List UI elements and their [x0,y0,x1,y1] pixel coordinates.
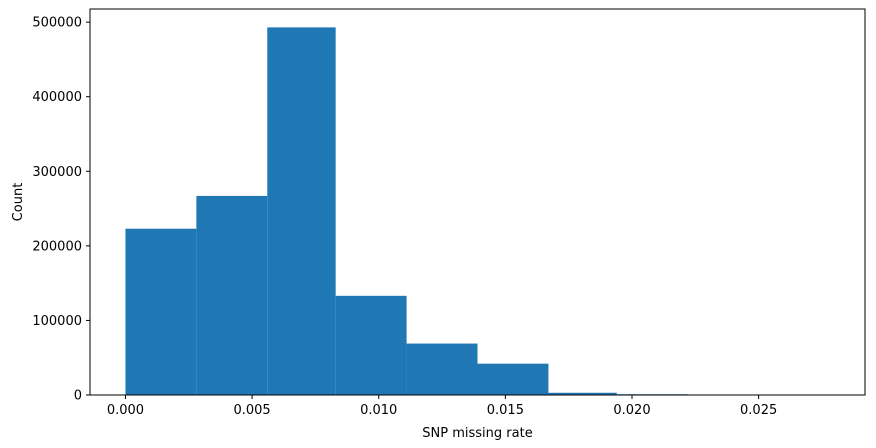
x-axis-ticks: 0.000 0.005 0.010 0.015 0.020 0.025 [107,395,777,418]
histogram-bar-4 [406,343,478,395]
histogram-bars [125,27,830,396]
x-tick-label: 0.010 [360,403,397,418]
histogram-bar-1 [196,195,268,395]
plot-frame [89,8,866,396]
y-axis-label: Count [11,183,26,222]
y-tick-label: 200000 [32,239,82,254]
histogram-bar-2 [267,27,336,396]
y-axis-ticks: 0 100000 200000 300000 400000 500000 [32,16,90,404]
y-tick-label: 500000 [32,16,82,31]
y-tick-label: 300000 [32,165,82,180]
histogram-bar-3 [335,295,407,395]
histogram-bar-6 [548,392,617,395]
y-tick-label: 400000 [32,90,82,105]
histogram-bar-0 [125,228,197,395]
x-tick-label: 0.020 [613,403,650,418]
x-tick-label: 0.015 [487,403,524,418]
x-axis-label: SNP missing rate [422,426,532,441]
histogram-bar-5 [477,363,549,395]
y-tick-label: 0 [74,389,82,404]
y-tick-label: 100000 [32,314,82,329]
x-tick-label: 0.000 [107,403,144,418]
x-tick-label: 0.005 [233,403,270,418]
x-tick-label: 0.025 [740,403,777,418]
